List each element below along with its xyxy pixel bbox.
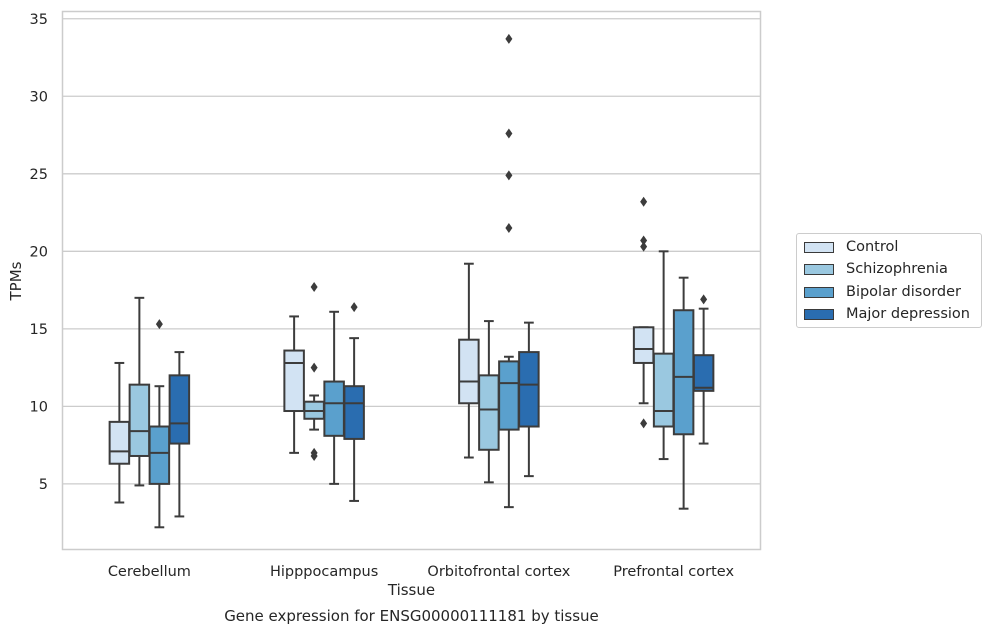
box-hipppocampus-schizophrenia [303, 281, 325, 461]
y-axis-ticks: 5 10 15 20 25 30 35 [30, 12, 48, 493]
box-cerebellum-control [108, 361, 131, 504]
box-prefrontal-cortex-bipolar-disorder [672, 276, 695, 510]
box-prefrontal-cortex-major-depression-flier-0 [700, 294, 708, 305]
box-prefrontal-cortex-major-depression-iqr [692, 354, 715, 392]
box-cerebellum-bipolar-disorder-iqr [148, 425, 171, 485]
box-orbitofrontal-cortex-bipolar-disorder [498, 33, 520, 509]
box-prefrontal-cortex-control [632, 196, 655, 429]
box-hipppocampus-schizophrenia-flier-3 [310, 281, 318, 292]
y-tick-label-25: 25 [30, 167, 48, 183]
box-cerebellum-schizophrenia [128, 296, 151, 487]
x-axis-label: Tissue [387, 581, 436, 599]
box-orbitofrontal-cortex-major-depression [518, 321, 540, 478]
box-orbitofrontal-cortex-bipolar-disorder-iqr [498, 360, 520, 431]
box-prefrontal-cortex-schizophrenia-iqr [652, 352, 675, 428]
legend-item-major-depression: Major depression [804, 305, 970, 323]
box-hipppocampus-major-depression [343, 302, 365, 502]
box-hipppocampus-control-iqr [283, 349, 305, 413]
x-tick-label-orbitofrontal-cortex: Orbitofrontal cortex [427, 564, 570, 580]
legend-item-bipolar-disorder: Bipolar disorder [804, 283, 961, 301]
box-hipppocampus-schizophrenia-flier-1 [310, 447, 318, 458]
box-hipppocampus-major-depression-flier-0 [350, 302, 358, 313]
box-cerebellum-major-depression-iqr [168, 374, 191, 445]
box-orbitofrontal-cortex-bipolar-disorder-flier-3 [505, 33, 513, 44]
chart-caption: Gene expression for ENSG00000111181 by t… [224, 607, 599, 625]
x-tick-label-hipppocampus: Hipppocampus [270, 564, 378, 580]
box-cerebellum-schizophrenia-iqr [128, 383, 151, 457]
box-orbitofrontal-cortex-control-iqr [458, 338, 480, 405]
box-prefrontal-cortex-schizophrenia [652, 250, 675, 461]
x-tick-label-prefrontal-cortex: Prefrontal cortex [613, 564, 734, 580]
legend-item-schizophrenia: Schizophrenia [804, 260, 948, 278]
y-tick-label-5: 5 [39, 477, 48, 493]
box-hipppocampus-schizophrenia-flier-2 [310, 362, 318, 373]
box-prefrontal-cortex-control-iqr [632, 326, 655, 364]
box-orbitofrontal-cortex-bipolar-disorder-flier-0 [505, 223, 513, 234]
legend-swatch-bipolar-disorder [804, 286, 834, 298]
box-prefrontal-cortex-bipolar-disorder-iqr [672, 309, 695, 436]
legend-swatch-schizophrenia [804, 263, 834, 275]
legend-swatch-major-depression [804, 308, 834, 320]
box-cerebellum-bipolar-disorder-flier-0 [155, 319, 163, 330]
y-axis-label: TPMs [7, 261, 25, 301]
box-hipppocampus-major-depression-iqr [343, 385, 365, 440]
box-hipppocampus-bipolar-disorder-iqr [323, 380, 345, 437]
box-orbitofrontal-cortex-control [458, 262, 480, 459]
legend-label-control: Control [846, 239, 899, 255]
box-cerebellum-bipolar-disorder [148, 319, 171, 529]
legend-item-control: Control [804, 238, 898, 256]
box-plot-series [108, 33, 715, 529]
box-prefrontal-cortex-control-flier-3 [640, 196, 648, 207]
box-prefrontal-cortex-major-depression [692, 294, 715, 445]
box-hipppocampus-control [283, 315, 305, 454]
y-tick-label-15: 15 [30, 322, 48, 338]
box-cerebellum-control-iqr [108, 420, 131, 465]
box-orbitofrontal-cortex-schizophrenia [478, 320, 500, 484]
y-tick-label-10: 10 [30, 399, 48, 415]
legend-label-bipolar-disorder: Bipolar disorder [846, 284, 961, 300]
box-orbitofrontal-cortex-bipolar-disorder-flier-1 [505, 170, 513, 181]
box-prefrontal-cortex-control-flier-2 [640, 235, 648, 246]
x-axis-ticks: Cerebellum Hipppocampus Orbitofrontal cort… [108, 564, 735, 580]
box-orbitofrontal-cortex-major-depression-iqr [518, 351, 540, 428]
box-orbitofrontal-cortex-bipolar-disorder-flier-2 [505, 128, 513, 139]
x-tick-label-cerebellum: Cerebellum [108, 564, 191, 580]
box-hipppocampus-bipolar-disorder [323, 310, 345, 485]
y-tick-label-35: 35 [30, 12, 48, 28]
box-orbitofrontal-cortex-schizophrenia-iqr [478, 374, 500, 451]
plot-area-frame [61, 10, 762, 551]
box-prefrontal-cortex-control-flier-0 [640, 418, 648, 429]
y-tick-label-20: 20 [30, 244, 48, 260]
box-prefrontal-cortex-control-flier-1 [640, 241, 648, 252]
legend-label-major-depression: Major depression [846, 306, 970, 322]
box-cerebellum-major-depression [168, 351, 191, 518]
y-tick-label-30: 30 [30, 89, 48, 105]
legend: Control Schizophrenia Bipolar disorder M… [796, 233, 982, 328]
legend-swatch-control [804, 241, 834, 253]
legend-label-schizophrenia: Schizophrenia [846, 261, 948, 277]
